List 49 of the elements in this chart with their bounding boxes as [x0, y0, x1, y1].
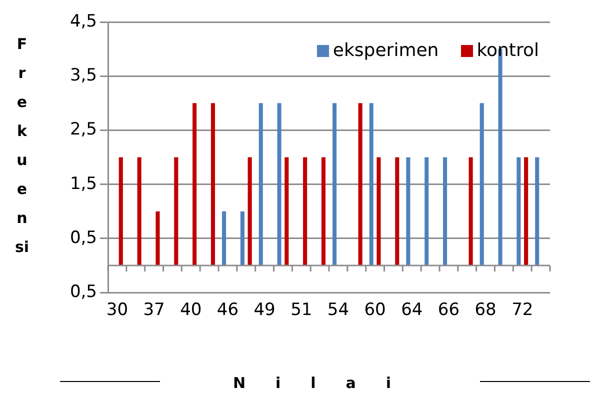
y-tick-label: 1,5	[70, 174, 97, 194]
x-tick-label: 54	[327, 300, 350, 320]
x-tick-label: 49	[254, 300, 276, 320]
bar	[210, 103, 215, 266]
legend-label: kontrol	[476, 40, 539, 61]
bar	[192, 103, 197, 266]
x-tick-label: 51	[290, 300, 312, 320]
y-tick-label: 0,5	[70, 228, 97, 248]
y-tick-label: 2,5	[70, 120, 97, 140]
y-tick-label: 0,5	[70, 282, 97, 302]
y-axis-title: Frekuensi	[14, 34, 30, 258]
bar	[277, 103, 282, 266]
bar	[369, 103, 374, 266]
bar	[332, 103, 337, 266]
bar	[358, 103, 362, 266]
bar	[395, 157, 400, 266]
bar	[535, 157, 540, 266]
bar	[406, 157, 410, 266]
bar	[284, 157, 289, 266]
x-tick-label: 72	[512, 300, 534, 320]
bar	[118, 157, 123, 266]
bar	[516, 157, 521, 266]
bar	[321, 157, 326, 266]
bar	[156, 211, 160, 266]
x-tick-label: 40	[180, 300, 202, 320]
x-tick-label: 60	[364, 300, 386, 320]
bar	[468, 157, 473, 266]
bar	[443, 157, 448, 266]
bar	[303, 157, 308, 266]
x-tick-label: 64	[401, 300, 423, 320]
bar	[258, 103, 263, 266]
x-axis-title: Nilai	[232, 374, 422, 392]
bar	[424, 157, 429, 266]
y-tick-label: 4,5	[70, 11, 97, 32]
bar	[376, 157, 381, 266]
x-tick-label: 66	[438, 300, 460, 320]
legend-label: eksperimen	[332, 40, 439, 61]
bar	[174, 157, 178, 266]
y-tick-label: 3,5	[70, 66, 97, 86]
bar	[480, 103, 484, 266]
bar	[248, 157, 252, 266]
bar	[240, 211, 244, 266]
x-tick-label: 30	[106, 300, 128, 320]
x-tick-label: 37	[143, 300, 165, 320]
bar	[524, 157, 528, 266]
x-tick-label: 68	[474, 300, 496, 320]
x-tick-label: 46	[216, 300, 239, 320]
bar	[222, 211, 226, 266]
bar	[137, 157, 142, 266]
